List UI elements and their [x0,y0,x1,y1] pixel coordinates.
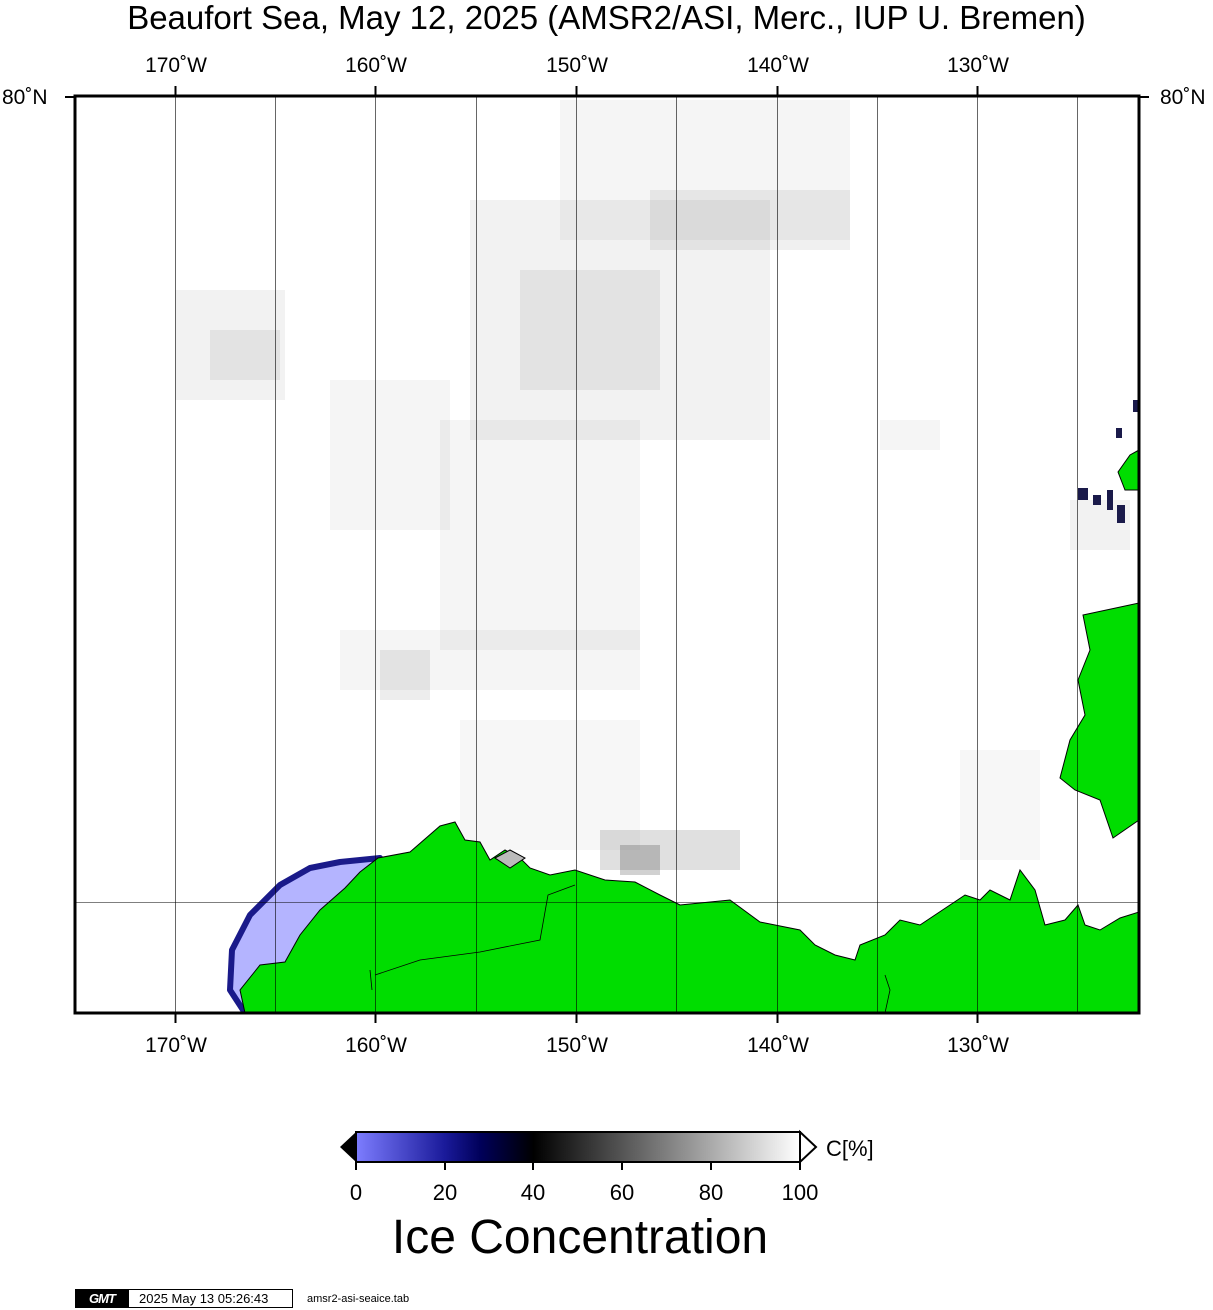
footer: GMT 2025 May 13 05:26:43 amsr2-asi-seaic… [75,1289,409,1308]
lon-label-top: 150˚W [546,54,608,77]
colorbar-tick-label: 0 [349,1180,363,1205]
lon-label-bottom: 170˚W [145,1034,207,1057]
ice-edge-spots [1078,400,1139,523]
lon-label-top: 170˚W [145,54,207,77]
colorbar-tick-label: 80 [698,1180,724,1205]
lagoon [494,849,526,869]
gmt-logo: GMT [75,1289,129,1308]
colorbar-title: Ice Concentration [391,1211,769,1264]
land-banks-island [1059,602,1139,839]
lat-label-left: 80˚N [2,86,48,109]
ice-concentration-field [175,100,1130,875]
map-frame [73,94,1141,1015]
lon-label-top: 130˚W [947,54,1009,77]
land-prince-patrick-island [1117,449,1139,491]
graticule [75,96,1139,1013]
land-alaska [239,821,1139,1013]
colorbar [340,1129,818,1170]
colorbar-unit: C[%] [826,1136,874,1161]
lon-label-top: 140˚W [747,54,809,77]
lon-label-bottom: 160˚W [345,1034,407,1057]
footer-timestamp: 2025 May 13 05:26:43 [129,1289,293,1308]
colorbar-tick-label: 40 [520,1180,546,1205]
lat-label-right: 80˚N [1160,86,1206,109]
lon-label-bottom: 150˚W [546,1034,608,1057]
footer-filename: amsr2-asi-seaice.tab [307,1292,410,1305]
colorbar-max-arrow [799,1129,818,1165]
map-title: Beaufort Sea, May 12, 2025 (AMSR2/ASI, M… [127,0,1086,36]
lon-label-bottom: 140˚W [747,1034,809,1057]
colorbar-gradient [355,1131,801,1163]
colorbar-tick-label: 100 [781,1180,819,1205]
lon-label-bottom: 130˚W [947,1034,1009,1057]
colorbar-min-arrow [340,1132,356,1162]
colorbar-tick-label: 20 [432,1180,458,1205]
colorbar-tick-label: 60 [609,1180,635,1205]
lon-label-top: 160˚W [345,54,407,77]
